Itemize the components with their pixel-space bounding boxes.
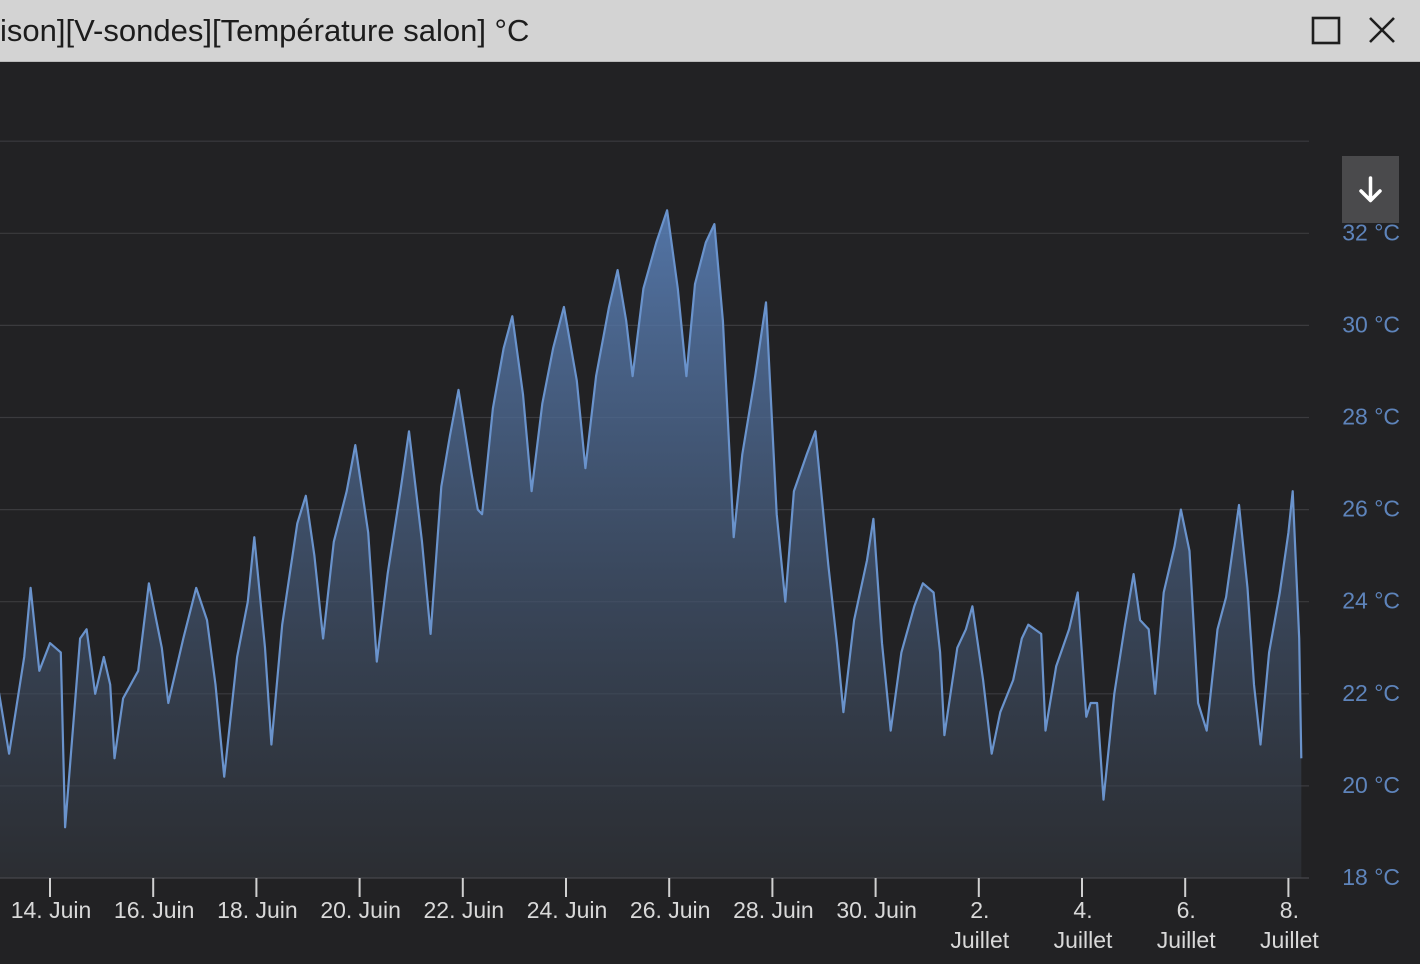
y-tick-label: 24 °C xyxy=(1342,588,1400,614)
x-tick-label: 28. Juin xyxy=(733,897,814,923)
x-tick-label: 18. Juin xyxy=(217,897,298,923)
x-tick-label: 20. Juin xyxy=(320,897,401,923)
x-tick-label: Juillet xyxy=(1157,927,1216,953)
chart-panel: 18 °C 20 °C 22 °C 24 °C 26 °C 28 °C 30 °C 32 °C… xyxy=(0,63,1420,964)
x-tick-label: 30. Juin xyxy=(836,897,917,923)
window-title: ison][V-sondes][Température salon] °C xyxy=(0,13,530,48)
download-button[interactable] xyxy=(1342,156,1399,223)
series-area xyxy=(0,210,1302,878)
x-tick-label: 14. Juin xyxy=(11,897,92,923)
y-tick-label: 28 °C xyxy=(1342,404,1400,430)
x-tick-label: 24. Juin xyxy=(527,897,608,923)
series-line xyxy=(0,209,1303,829)
x-tick-label: Juillet xyxy=(1054,927,1113,953)
x-tick-label: Juillet xyxy=(950,927,1009,953)
close-button[interactable] xyxy=(1364,12,1400,48)
maximize-icon xyxy=(1311,16,1341,45)
y-tick-label: 22 °C xyxy=(1342,680,1400,706)
y-tick-label: 18 °C xyxy=(1342,864,1400,890)
window-titlebar: ison][V-sondes][Température salon] °C xyxy=(0,0,1420,62)
x-tick-label: 22. Juin xyxy=(424,897,505,923)
arrow-down-icon xyxy=(1359,176,1382,203)
temperature-chart: 18 °C 20 °C 22 °C 24 °C 26 °C 28 °C 30 °C 32 °C… xyxy=(0,140,1400,953)
x-tick-label: 6. xyxy=(1177,897,1196,923)
y-tick-label: 32 °C xyxy=(1342,219,1400,245)
x-tick-label: 2. xyxy=(970,897,989,923)
close-icon xyxy=(1369,17,1395,43)
x-tick-label: 26. Juin xyxy=(630,897,711,923)
y-tick-label: 20 °C xyxy=(1342,772,1400,798)
maximize-button[interactable] xyxy=(1308,12,1344,48)
y-tick-label: 26 °C xyxy=(1342,496,1400,522)
x-tick-label: 16. Juin xyxy=(114,897,195,923)
x-tick-label: 4. xyxy=(1073,897,1092,923)
y-tick-label: 30 °C xyxy=(1342,311,1400,337)
x-tick-label: 8. xyxy=(1280,897,1299,923)
x-tick-label: Juillet xyxy=(1260,927,1319,953)
